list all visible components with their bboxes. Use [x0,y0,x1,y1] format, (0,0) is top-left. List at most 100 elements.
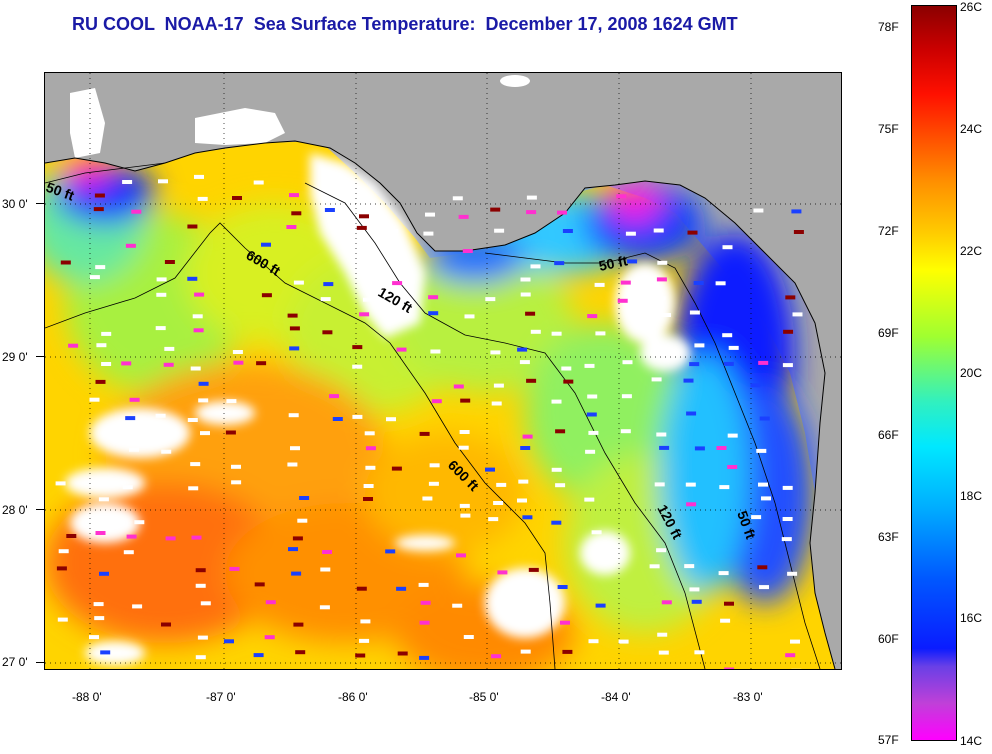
data-marker [56,566,67,571]
data-marker [95,379,106,384]
data-marker [656,277,667,282]
data-marker [485,467,495,472]
data-marker [758,482,768,487]
data-marker [297,518,308,523]
data-marker [359,638,370,643]
data-marker [519,360,530,365]
data-marker [520,292,531,297]
data-marker [360,619,371,624]
data-marker [419,620,430,625]
data-marker [716,446,727,450]
data-marker [197,196,208,201]
data-marker [101,331,112,336]
data-marker [320,567,331,572]
data-marker [494,228,505,233]
data-marker [129,447,139,452]
data-marker [429,463,440,468]
data-marker [324,208,335,212]
data-marker [453,384,464,389]
land-north [45,73,841,373]
data-marker [728,345,739,350]
data-marker [617,298,628,303]
data-marker [66,534,77,538]
sst-map-canvas: 50 ft 600 ft 120 ft 50 ft 600 ft 120 ft … [45,73,841,669]
data-marker [423,231,434,236]
data-marker [585,449,596,454]
data-marker [392,281,403,286]
data-marker [129,397,140,402]
colorbar-c-24: 24C [960,122,983,136]
data-marker [89,397,100,402]
data-marker [792,312,803,317]
data-marker [758,360,769,365]
data-marker [456,553,466,558]
data-marker [591,530,602,535]
data-marker [560,620,570,625]
contour-label-50ft-east: 50 ft [597,252,629,274]
data-marker [256,361,267,366]
data-marker [689,310,700,315]
data-marker [530,264,541,269]
data-marker [200,431,210,436]
contour-50ft-east [484,252,821,669]
data-marker [621,394,632,399]
sst-map: 50 ft 600 ft 120 ft 50 ft 600 ft 120 ft … [44,72,842,670]
data-marker [188,486,199,491]
data-marker [93,602,104,607]
data-marker [131,209,142,214]
data-marker [187,224,198,229]
colorbar-c-18: 18C [960,489,983,503]
data-marker [164,260,175,264]
data-marker [526,210,537,215]
data-marker [229,566,240,571]
lat-tick [36,356,44,357]
data-marker [123,550,134,555]
data-marker [522,599,533,604]
data-marker [356,586,367,591]
data-marker [691,599,702,604]
data-marker [295,650,306,655]
data-marker [694,446,705,451]
data-marker [497,570,508,575]
data-marker [359,312,370,317]
data-marker [518,479,529,484]
sst-field [45,161,815,669]
data-marker [194,292,205,297]
data-marker [561,366,572,371]
data-marker [322,330,333,335]
data-marker [386,417,396,422]
data-marker [396,347,407,352]
data-marker [620,280,631,285]
data-marker [428,311,439,316]
map-title: RU COOL NOAA-17 Sea Surface Temperature:… [72,14,738,34]
data-marker [782,485,793,490]
data-marker [722,245,733,250]
data-marker [291,571,302,576]
data-marker [288,547,298,552]
data-marker [191,535,202,540]
data-marker [332,417,343,421]
data-marker [231,464,241,469]
data-marker [125,243,136,248]
data-marker [323,282,334,287]
data-marker [517,347,528,352]
data-marker [190,366,201,371]
data-marker [356,225,367,230]
data-marker [724,667,735,669]
data-marker [781,537,792,542]
data-marker [530,329,541,334]
data-marker [491,401,502,406]
data-marker [287,462,298,467]
data-marker [365,446,376,451]
data-marker [490,207,501,212]
lon-label-84: -84 0' [601,690,631,704]
data-marker [517,498,527,503]
data-marker [526,378,537,383]
data-marker [723,361,734,366]
data-marker [694,343,705,348]
data-marker [520,649,531,654]
data-marker [452,196,463,201]
data-marker [101,362,112,366]
data-marker [97,482,107,487]
data-marker [198,381,209,386]
